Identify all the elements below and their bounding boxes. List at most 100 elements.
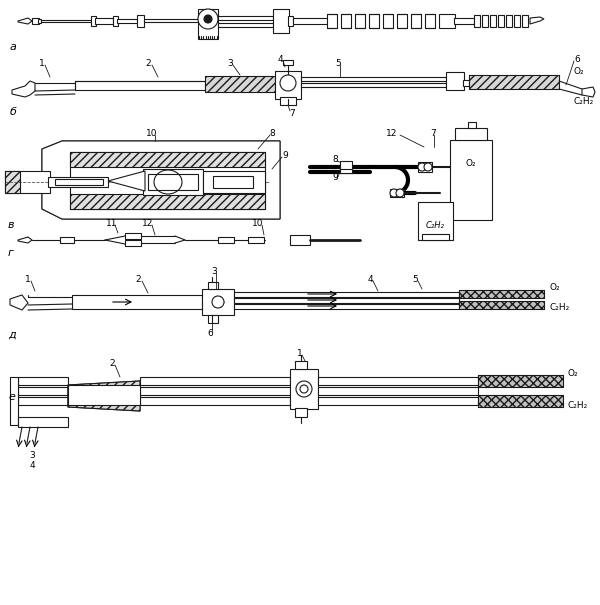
- Bar: [290, 369, 318, 409]
- Bar: [341, 14, 351, 28]
- Bar: [383, 14, 393, 28]
- Bar: [425, 14, 435, 28]
- Bar: [72, 295, 202, 309]
- Text: 7: 7: [430, 128, 436, 137]
- Text: 10: 10: [252, 218, 264, 227]
- Bar: [450, 140, 492, 220]
- Bar: [143, 169, 203, 195]
- Bar: [91, 16, 96, 26]
- Text: г: г: [8, 248, 14, 258]
- Bar: [218, 16, 273, 20]
- Text: 4: 4: [367, 275, 373, 284]
- Text: 7: 7: [289, 108, 295, 117]
- Bar: [273, 9, 289, 33]
- Text: C₂H₂: C₂H₂: [425, 220, 445, 229]
- Bar: [32, 18, 39, 24]
- Bar: [140, 387, 290, 395]
- Text: 3: 3: [29, 451, 35, 460]
- Text: 9: 9: [332, 172, 338, 182]
- Polygon shape: [108, 171, 145, 191]
- Bar: [490, 15, 496, 27]
- Bar: [275, 71, 301, 99]
- Bar: [418, 202, 453, 240]
- Bar: [70, 152, 265, 167]
- Bar: [478, 375, 563, 387]
- Text: 1: 1: [39, 59, 45, 68]
- Bar: [498, 15, 504, 27]
- Bar: [38, 19, 41, 23]
- Polygon shape: [68, 381, 140, 411]
- Bar: [459, 290, 544, 298]
- Polygon shape: [582, 87, 595, 97]
- Bar: [203, 171, 265, 193]
- Text: 8: 8: [332, 154, 338, 163]
- Bar: [459, 301, 544, 309]
- Bar: [474, 15, 480, 27]
- Polygon shape: [42, 141, 280, 219]
- Bar: [355, 14, 365, 28]
- Bar: [439, 14, 455, 28]
- Bar: [70, 194, 265, 209]
- Bar: [75, 81, 205, 90]
- Bar: [514, 15, 520, 27]
- Bar: [213, 176, 253, 188]
- Bar: [205, 76, 275, 92]
- Bar: [148, 174, 198, 190]
- Text: 8: 8: [269, 128, 275, 137]
- Bar: [202, 289, 234, 315]
- Bar: [117, 19, 137, 23]
- Polygon shape: [18, 237, 32, 243]
- Bar: [301, 77, 446, 81]
- Polygon shape: [10, 295, 28, 310]
- Text: 6: 6: [207, 329, 213, 338]
- Bar: [455, 128, 487, 140]
- Text: C₂H₂: C₂H₂: [568, 401, 588, 410]
- Circle shape: [390, 189, 398, 197]
- Bar: [369, 14, 379, 28]
- Bar: [5, 171, 50, 193]
- Bar: [234, 298, 459, 303]
- Circle shape: [212, 296, 224, 308]
- Bar: [60, 237, 74, 243]
- Bar: [340, 161, 352, 169]
- Text: 4: 4: [29, 460, 35, 469]
- Bar: [140, 397, 290, 405]
- Bar: [280, 97, 296, 105]
- Bar: [478, 395, 563, 407]
- Text: 5: 5: [412, 275, 418, 284]
- Circle shape: [280, 75, 296, 91]
- Bar: [234, 304, 459, 309]
- Circle shape: [396, 189, 404, 197]
- Bar: [340, 165, 352, 173]
- Bar: [318, 387, 478, 395]
- Text: 3: 3: [227, 59, 233, 68]
- Bar: [10, 377, 18, 425]
- Bar: [55, 179, 103, 185]
- Polygon shape: [18, 18, 32, 24]
- Bar: [469, 75, 559, 89]
- Text: C₂H₂: C₂H₂: [550, 302, 570, 312]
- Bar: [48, 177, 108, 187]
- Bar: [318, 377, 478, 385]
- Text: б: б: [10, 107, 17, 117]
- Circle shape: [300, 385, 308, 393]
- Bar: [70, 194, 265, 209]
- Bar: [18, 417, 68, 427]
- Text: O₂: O₂: [550, 283, 560, 292]
- Bar: [70, 152, 265, 209]
- Bar: [288, 16, 293, 26]
- Circle shape: [424, 163, 432, 171]
- Text: 1: 1: [25, 275, 31, 284]
- Bar: [95, 18, 113, 24]
- Bar: [411, 14, 421, 28]
- Text: O₂: O₂: [568, 368, 578, 378]
- Text: е: е: [8, 392, 15, 402]
- Text: 2: 2: [109, 359, 115, 367]
- Bar: [234, 292, 459, 297]
- Bar: [248, 237, 264, 243]
- Bar: [290, 235, 310, 245]
- Text: 2: 2: [145, 59, 151, 68]
- Circle shape: [204, 15, 212, 23]
- Polygon shape: [68, 381, 140, 411]
- Text: O₂: O₂: [466, 159, 476, 168]
